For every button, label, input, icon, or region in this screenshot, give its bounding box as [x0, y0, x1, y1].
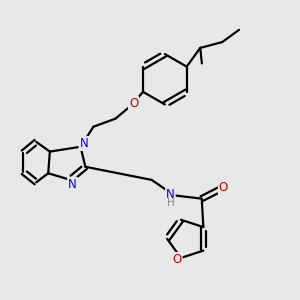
Text: N: N — [166, 188, 175, 201]
Text: H: H — [167, 199, 174, 208]
Text: O: O — [129, 97, 138, 110]
Text: N: N — [80, 137, 88, 150]
Text: O: O — [172, 253, 182, 266]
Text: O: O — [219, 181, 228, 194]
Text: N: N — [68, 178, 77, 191]
